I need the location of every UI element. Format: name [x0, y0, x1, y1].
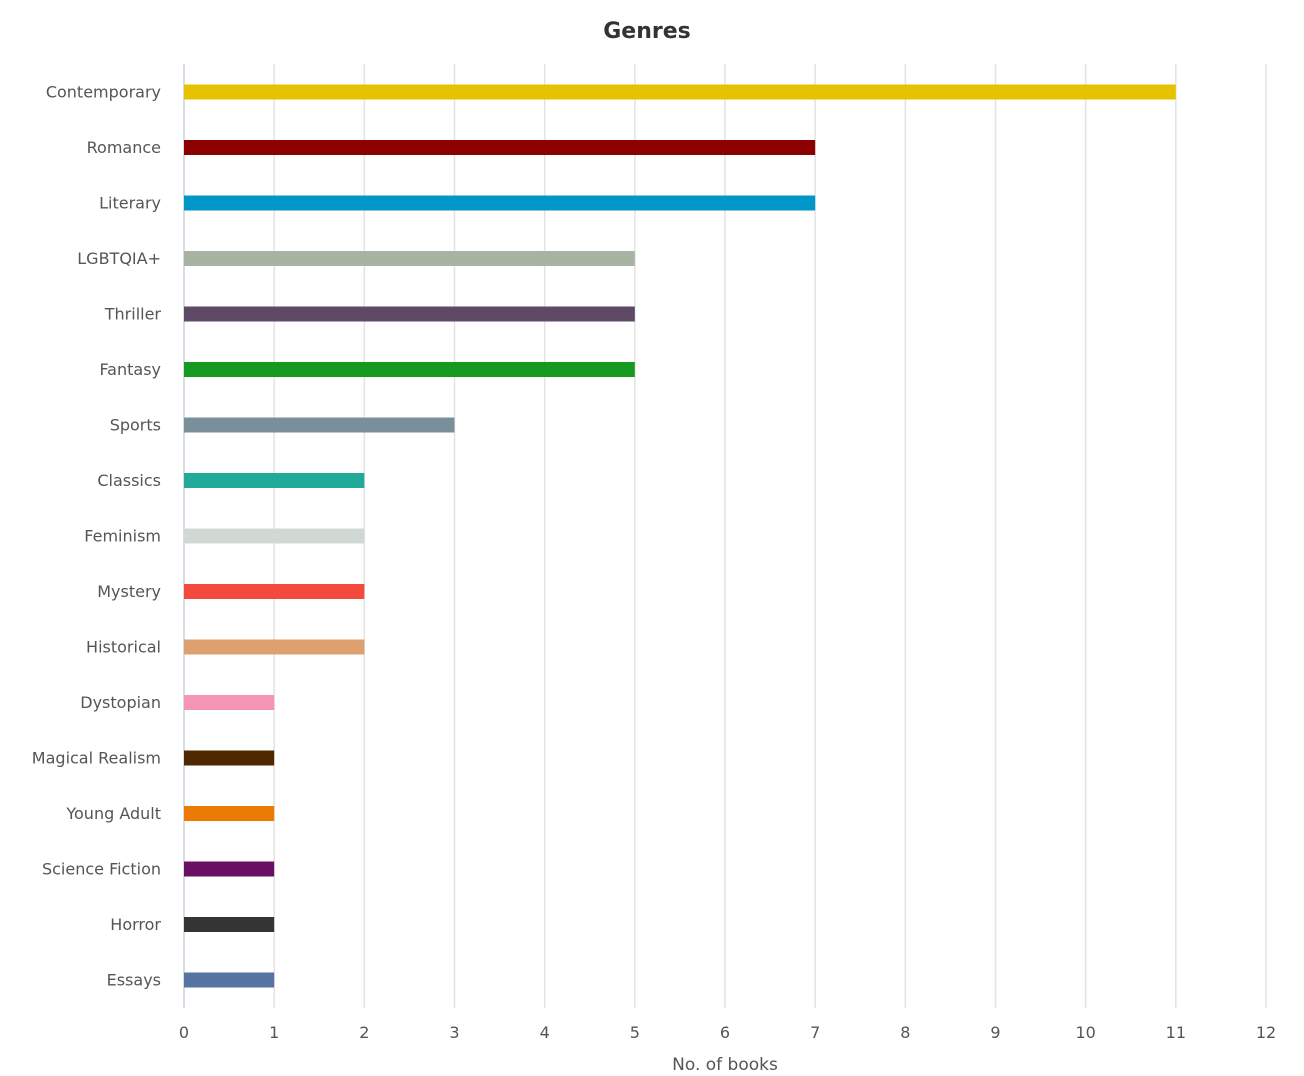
- bar-lgbtqia: [184, 251, 635, 266]
- x-tick-label-1: 1: [269, 1023, 279, 1042]
- bar-romance: [184, 140, 816, 155]
- x-tick-label-2: 2: [359, 1023, 369, 1042]
- bar-dystopian: [184, 695, 275, 710]
- x-axis-label: No. of books: [672, 1055, 778, 1075]
- x-tick-label-3: 3: [449, 1023, 459, 1042]
- bar-classics: [184, 473, 365, 488]
- x-tick-label-7: 7: [810, 1023, 820, 1042]
- category-label-thriller: Thriller: [104, 305, 162, 324]
- bar-young-adult: [184, 806, 275, 821]
- bars: [184, 84, 1176, 988]
- category-label-young-adult: Young Adult: [65, 804, 161, 823]
- category-label-sports: Sports: [110, 416, 161, 435]
- gridlines: [273, 64, 1267, 1008]
- category-label-romance: Romance: [87, 138, 161, 157]
- x-tick-labels: 0 1 2 3 4 5 6 7 8 9 10 11 12: [179, 1023, 1276, 1042]
- category-label-magical-realism: Magical Realism: [32, 749, 161, 768]
- category-label-literary: Literary: [99, 194, 161, 213]
- chart-title: Genres: [603, 19, 691, 44]
- category-label-lgbtqia: LGBTQIA+: [77, 249, 161, 268]
- category-label-dystopian: Dystopian: [80, 693, 161, 712]
- category-labels: Contemporary Romance Literary LGBTQIA+ Thril…: [32, 83, 162, 990]
- bar-magical-realism: [184, 750, 275, 766]
- bar-feminism: [184, 528, 365, 544]
- x-tick-label-12: 12: [1256, 1023, 1276, 1042]
- x-tick-label-4: 4: [540, 1023, 550, 1042]
- bar-horror: [184, 917, 275, 932]
- x-tick-label-0: 0: [179, 1023, 189, 1042]
- category-label-historical: Historical: [86, 638, 161, 657]
- bar-contemporary: [184, 84, 1176, 100]
- category-label-classics: Classics: [97, 471, 161, 490]
- category-label-essays: Essays: [107, 971, 161, 990]
- bar-literary: [184, 195, 816, 211]
- category-label-mystery: Mystery: [97, 582, 161, 601]
- bar-essays: [184, 972, 275, 988]
- category-label-fantasy: Fantasy: [99, 360, 161, 379]
- x-tick-label-10: 10: [1075, 1023, 1095, 1042]
- bar-fantasy: [184, 362, 635, 377]
- bar-sports: [184, 417, 455, 433]
- bar-science-fiction: [184, 861, 275, 877]
- category-label-science-fiction: Science Fiction: [42, 860, 161, 879]
- x-tick-label-8: 8: [900, 1023, 910, 1042]
- x-tick-label-6: 6: [720, 1023, 730, 1042]
- x-tick-label-9: 9: [990, 1023, 1000, 1042]
- bar-historical: [184, 639, 365, 655]
- category-label-horror: Horror: [110, 915, 161, 934]
- category-label-feminism: Feminism: [84, 527, 161, 546]
- category-label-contemporary: Contemporary: [46, 83, 161, 102]
- x-tick-label-5: 5: [630, 1023, 640, 1042]
- bar-mystery: [184, 584, 365, 599]
- x-tick-label-11: 11: [1166, 1023, 1186, 1042]
- bar-thriller: [184, 306, 635, 322]
